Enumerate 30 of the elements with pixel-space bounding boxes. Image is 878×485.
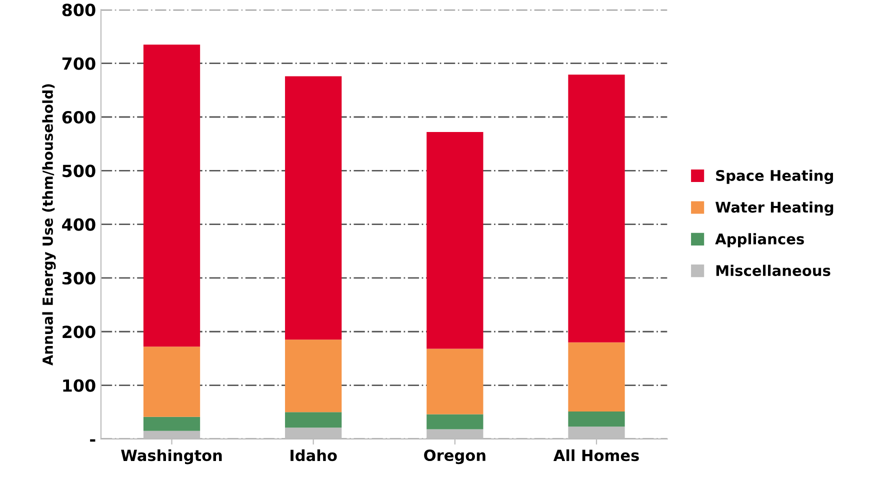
bar (143, 44, 200, 347)
legend-label: Appliances (715, 233, 804, 248)
bar (568, 342, 625, 412)
y-axis-title: Annual Energy Use (thm/household) (42, 84, 56, 366)
bar (426, 348, 484, 414)
y-tick-label: 300 (62, 272, 96, 285)
bar (568, 412, 625, 427)
legend-label: Space Heating (716, 170, 833, 184)
y-tick-label: - (90, 439, 96, 442)
y-tick-label: 500 (62, 164, 96, 178)
legend-label: Miscellaneous (716, 264, 830, 276)
bar (285, 412, 342, 428)
x-tick-label: Oregon (424, 449, 486, 464)
y-tick-label: 200 (62, 326, 96, 338)
y-tick-label: 100 (63, 379, 96, 392)
legend-label: Water Heating (716, 201, 834, 216)
bar (285, 340, 342, 412)
y-tick-label: 700 (62, 57, 96, 70)
bar (568, 74, 625, 342)
x-tick-label: Washington (121, 449, 222, 464)
y-tick-label: 400 (62, 218, 96, 231)
bar (143, 346, 200, 417)
x-tick-label: All Homes (553, 449, 639, 462)
x-tick-label: Idaho (290, 449, 337, 462)
y-tick-label: 600 (62, 110, 96, 124)
y-tick-label: 800 (62, 4, 96, 16)
bar (285, 76, 342, 340)
bar (426, 414, 484, 430)
bar (143, 416, 200, 431)
bar (426, 132, 484, 349)
